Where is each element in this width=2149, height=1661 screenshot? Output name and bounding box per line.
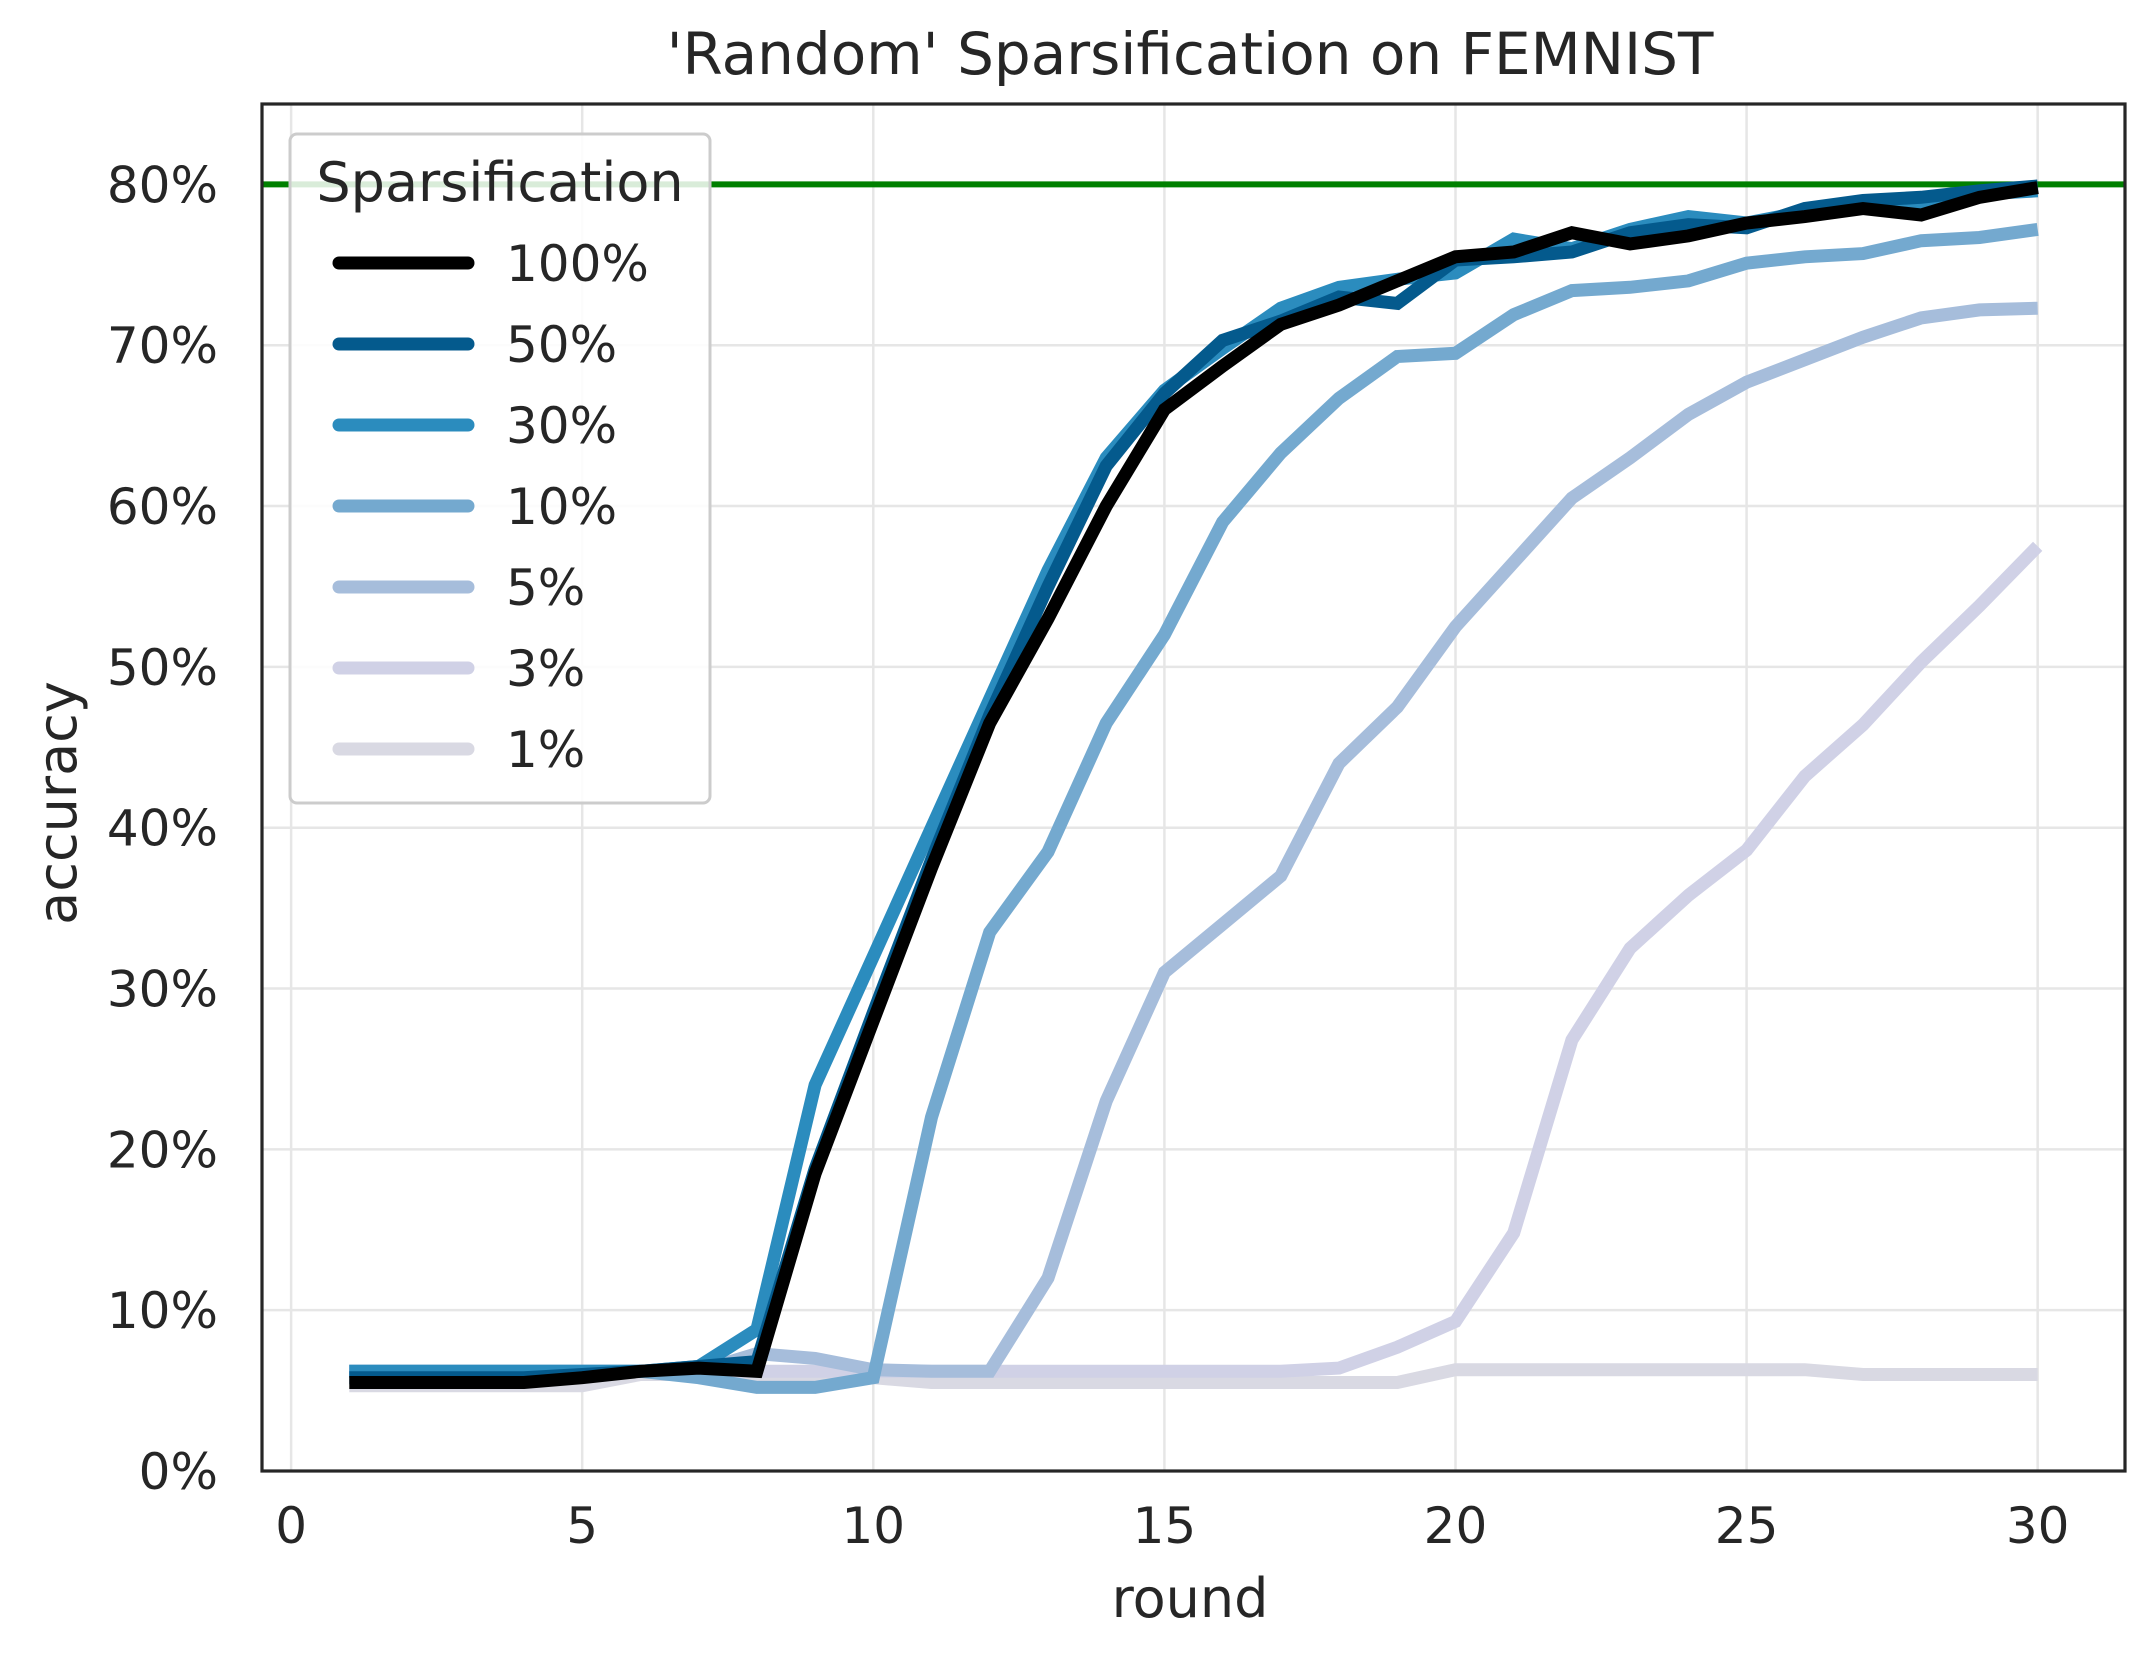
legend-entry-label: 50%: [506, 316, 617, 374]
legend-box: [288, 132, 712, 805]
y-tick-label: 30%: [107, 961, 218, 1019]
chart-title: 'Random' Sparsification on FEMNIST: [667, 20, 1714, 88]
y-axis-ticks: 0% 10% 20% 30% 40% 50% 60% 70% 80%: [107, 156, 218, 1501]
y-tick-label: 70%: [107, 317, 218, 375]
legend-entry-label: 100%: [506, 235, 649, 293]
y-tick-label: 60%: [107, 478, 218, 536]
series-line: [349, 181, 2039, 1389]
x-tick-label: 15: [1133, 1497, 1197, 1555]
x-tick-label: 25: [1715, 1497, 1779, 1555]
y-tick-label: 10%: [107, 1282, 218, 1340]
legend-entry-label: 1%: [506, 721, 585, 779]
y-tick-label: 40%: [107, 800, 218, 858]
y-tick-label: 80%: [107, 156, 218, 214]
x-tick-label: 30: [2006, 1497, 2070, 1555]
legend-entry-label: 3%: [506, 640, 585, 698]
x-tick-label: 20: [1424, 1497, 1488, 1555]
x-axis-label: round: [1112, 1567, 1269, 1630]
series-lines: [349, 179, 2043, 1394]
plot-frame: [260, 102, 2127, 1473]
legend-entry-label: 10%: [506, 478, 617, 536]
y-axis-label: accuracy: [26, 681, 89, 925]
legend-entry-label: 5%: [506, 559, 585, 617]
y-tick-label: 0%: [139, 1443, 218, 1501]
x-tick-label: 10: [841, 1497, 905, 1555]
x-tick-label: 0: [275, 1497, 307, 1555]
y-tick-label: 20%: [107, 1121, 218, 1179]
legend-title: Sparsification: [316, 151, 683, 214]
legend-entry-label: 30%: [506, 397, 617, 455]
y-tick-label: 50%: [107, 639, 218, 697]
x-axis-ticks: 0 5 10 15 20 25 30: [275, 1497, 2069, 1555]
x-tick-label: 5: [566, 1497, 598, 1555]
legend: Sparsification 100% 50% 30% 10% 5% 3% 1%: [288, 132, 712, 805]
